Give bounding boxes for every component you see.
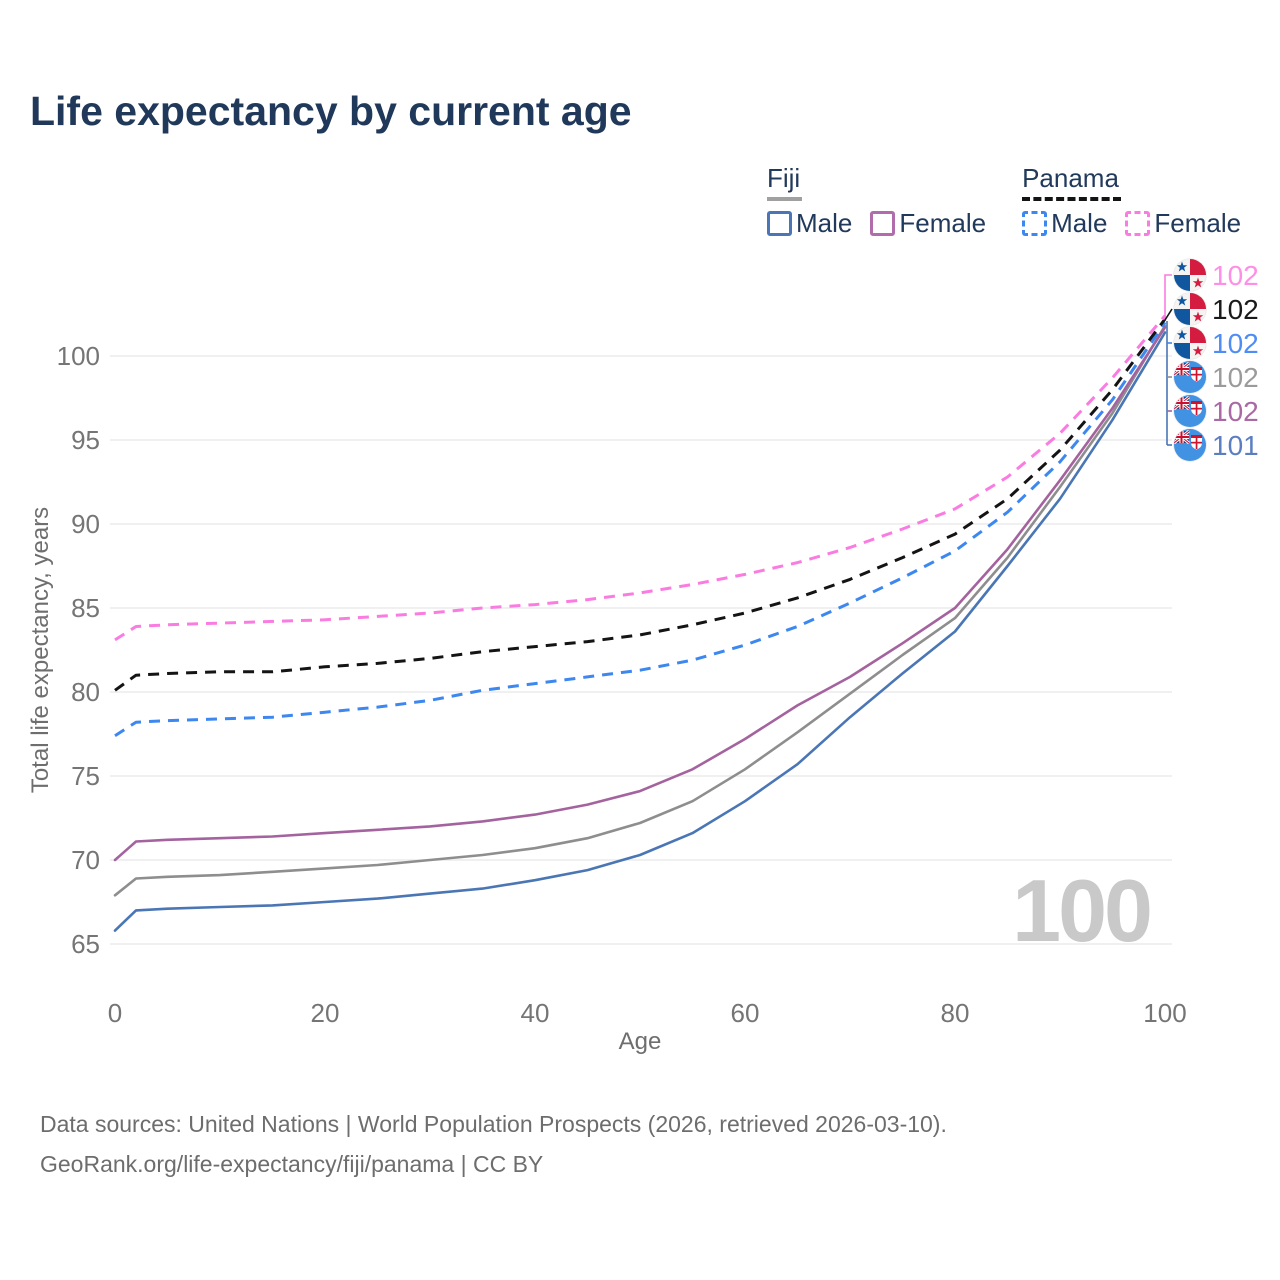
x-tick-label: 40 [521, 998, 550, 1028]
fiji-flag-icon [1173, 394, 1207, 428]
footer: Data sources: United Nations | World Pop… [40, 1104, 947, 1184]
series-line-fiji-both[interactable] [113, 324, 1167, 897]
series-lines [113, 314, 1167, 932]
x-tick-label: 100 [1143, 998, 1186, 1028]
x-axis-title: Age [619, 1028, 662, 1055]
y-tick-label: 85 [71, 593, 100, 623]
legend-group-title-fiji[interactable]: Fiji [767, 163, 803, 201]
end-value-label-fiji-male: 101 [1212, 430, 1259, 461]
x-tick-label: 0 [108, 998, 122, 1028]
panama-flag-icon [1173, 292, 1207, 326]
checkbox-icon-panama-male[interactable] [1022, 211, 1048, 236]
legend-toggle-fiji-female[interactable]: Female [870, 208, 986, 239]
legend-group-fiji: Fiji Male Female [767, 163, 986, 239]
legend-items-panama: Male Female [1022, 208, 1241, 239]
end-value-label-fiji-both: 102 [1212, 362, 1259, 393]
fiji-flag-icon [1173, 360, 1207, 394]
y-tick-label: 100 [57, 341, 100, 371]
series-line-fiji-male[interactable] [113, 331, 1167, 932]
y-tick-label: 75 [71, 761, 100, 791]
y-axis-title: Total life expectancy, years [27, 507, 54, 793]
panama-flag-icon [1173, 258, 1207, 292]
end-value-label-panama-male: 102 [1212, 328, 1259, 359]
checkbox-icon-fiji-male[interactable] [767, 211, 792, 236]
y-tick-label: 65 [71, 929, 100, 959]
y-tick-label: 70 [71, 845, 100, 875]
gridlines [110, 355, 1172, 945]
legend-group-panama: Panama Male Female [1022, 163, 1241, 239]
legend-toggle-panama-female[interactable]: Female [1125, 208, 1241, 239]
fiji-flag-icon [1173, 428, 1207, 462]
y-tick-label: 95 [71, 425, 100, 455]
y-tick-label: 80 [71, 677, 100, 707]
axis-labels: 65 70 75 80 85 90 95 100 0 20 40 60 80 100 [57, 341, 1187, 1028]
age-watermark: 100 [1012, 861, 1150, 960]
footer-attribution-line: GeoRank.org/life-expectancy/fiji/panama … [40, 1151, 544, 1177]
connector-line [1164, 274, 1172, 320]
series-line-fiji-female[interactable] [113, 326, 1167, 862]
legend-label-panama-male[interactable]: Male [1051, 208, 1108, 238]
legend-toggle-panama-male[interactable]: Male [1022, 208, 1107, 239]
legend-label-fiji-male[interactable]: Male [796, 208, 853, 238]
legend-label-panama-female[interactable]: Female [1154, 208, 1242, 238]
end-value-label-panama-both: 102 [1212, 294, 1259, 325]
connector-line [1164, 308, 1173, 321]
y-tick-label: 90 [71, 509, 100, 539]
checkbox-icon-fiji-female[interactable] [870, 211, 896, 236]
legend-group-title-panama[interactable]: Panama [1022, 163, 1121, 201]
checkbox-icon-panama-female[interactable] [1125, 211, 1151, 236]
footer-sources-line: Data sources: United Nations | World Pop… [40, 1111, 947, 1137]
legend-items-fiji: Male Female [767, 208, 986, 239]
page-title: Life expectancy by current age [30, 88, 632, 134]
end-value-label-fiji-female: 102 [1212, 396, 1259, 427]
series-line-panama-female[interactable] [114, 314, 1167, 642]
legend-toggle-fiji-male[interactable]: Male [767, 208, 852, 239]
end-value-label-panama-female: 102 [1212, 260, 1259, 291]
x-tick-label: 20 [311, 998, 340, 1028]
x-tick-label: 60 [731, 998, 760, 1028]
series-line-panama-both[interactable] [114, 318, 1167, 692]
x-tick-label: 80 [941, 998, 970, 1028]
legend-label-fiji-female[interactable]: Female [899, 208, 987, 238]
panama-flag-icon [1173, 326, 1207, 360]
legend: Fiji Male Female Panama Male [767, 163, 1241, 239]
series-line-panama-male[interactable] [114, 321, 1167, 737]
